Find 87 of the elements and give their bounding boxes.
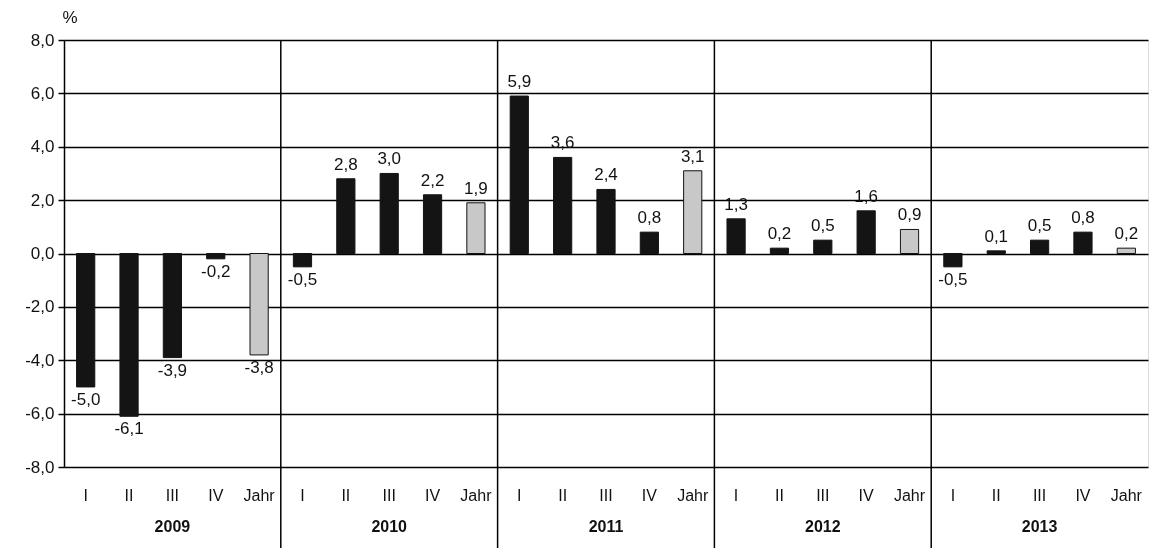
x-tick-label: III — [599, 486, 613, 504]
x-tick-label: II — [341, 486, 351, 504]
bar — [509, 95, 529, 254]
data-label: 0,5 — [810, 216, 835, 236]
bar — [206, 253, 226, 260]
x-tick-label: Jahr — [460, 486, 493, 504]
x-tick-label: Jahr — [893, 486, 926, 504]
y-tick-label: -8,0 — [25, 457, 55, 477]
x-tick-label: III — [382, 486, 396, 504]
bar — [596, 188, 616, 254]
x-tick-label: III — [816, 486, 830, 504]
bar — [899, 228, 920, 254]
x-tick-label: III — [165, 486, 180, 504]
y-tick-label: 8,0 — [30, 30, 55, 50]
text: 2009 — [154, 518, 191, 535]
bar — [292, 253, 313, 268]
data-label: -5,0 — [71, 389, 101, 409]
data-label: 2,4 — [594, 165, 618, 185]
data-label: 0,2 — [1114, 224, 1139, 244]
x-tick-label: Jahr — [243, 486, 276, 504]
text: 2011 — [588, 518, 624, 535]
bar — [1029, 239, 1050, 254]
y-tick-label: -2,0 — [25, 297, 55, 317]
x-tick-label: I — [300, 486, 305, 504]
x-tick-label: II — [991, 486, 1001, 504]
x-tick-label: I — [83, 486, 88, 504]
data-label: 3,1 — [680, 146, 705, 166]
x-tick-label: II — [124, 486, 134, 504]
bar — [379, 172, 399, 254]
x-tick-label: I — [950, 486, 956, 504]
x-tick-label: II — [558, 486, 568, 504]
data-label: -0,2 — [201, 261, 231, 281]
data-label: -3,9 — [157, 360, 188, 380]
bar — [162, 253, 183, 359]
bar — [769, 247, 790, 254]
x-tick-label: Jahr — [1110, 486, 1143, 504]
bar — [466, 202, 486, 254]
bar — [639, 231, 659, 254]
bar — [683, 170, 703, 254]
text: 2012 — [805, 518, 841, 535]
x-tick-label: Jahr — [677, 486, 709, 504]
data-label: 0,8 — [1071, 208, 1095, 228]
bar — [1116, 247, 1136, 254]
bar — [249, 253, 269, 356]
bar — [336, 178, 356, 254]
x-tick-label: IV — [425, 486, 441, 504]
bar — [1073, 231, 1093, 254]
x-tick-label: IV — [858, 486, 875, 504]
bar — [119, 253, 139, 417]
data-label: -0,5 — [287, 269, 318, 289]
y-tick-label: -6,0 — [25, 404, 55, 424]
data-label: -3,8 — [244, 357, 274, 377]
bar — [726, 218, 746, 254]
data-label: 0,8 — [637, 208, 662, 228]
data-label: 0,1 — [984, 226, 1009, 246]
data-label: -0,5 — [938, 269, 968, 289]
data-label: 2,8 — [334, 154, 358, 174]
y-tick-label: 4,0 — [30, 137, 55, 157]
bar — [422, 194, 443, 254]
bar — [943, 253, 963, 268]
text: 2013 — [1021, 518, 1058, 535]
bar — [856, 210, 876, 254]
bar — [986, 250, 1006, 254]
y-tick-label: 2,0 — [30, 190, 55, 210]
data-label: 5,9 — [507, 72, 532, 92]
y-tick-label: -4,0 — [25, 350, 55, 370]
x-tick-label: III — [1032, 486, 1047, 504]
data-label: 3,0 — [377, 149, 402, 169]
x-tick-label: IV — [641, 486, 658, 504]
x-tick-label: II — [774, 486, 784, 504]
x-tick-label: I — [517, 486, 522, 504]
x-tick-label: IV — [208, 486, 224, 504]
y-axis-title: % — [62, 7, 78, 27]
bar — [76, 253, 96, 388]
data-label: 2,2 — [420, 170, 445, 190]
bar — [553, 156, 573, 254]
x-tick-label: IV — [1075, 486, 1091, 504]
data-label: 1,9 — [464, 178, 488, 198]
y-tick-label: 6,0 — [30, 83, 55, 103]
x-tick-label: I — [733, 486, 739, 504]
y-tick-label: 0,0 — [30, 244, 55, 263]
data-label: 0,5 — [1027, 216, 1052, 236]
text: 2010 — [371, 518, 408, 535]
bar — [813, 239, 833, 254]
data-label: -6,1 — [114, 419, 144, 439]
data-label: 0,2 — [767, 224, 792, 244]
data-label: 0,9 — [897, 205, 922, 225]
